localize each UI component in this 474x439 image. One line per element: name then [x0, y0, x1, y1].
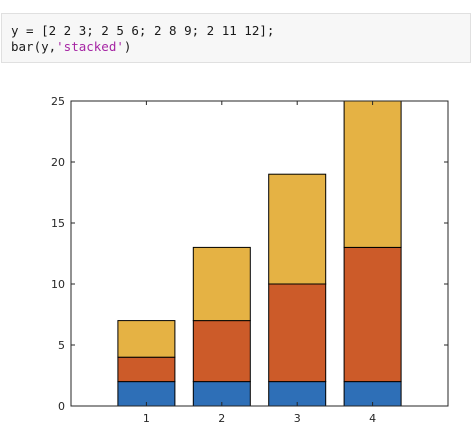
bar-4-segment-3: [343, 100, 402, 248]
figure: 0 5 10 15 20 25 1 2 3 4: [0, 72, 474, 435]
x-tick-label-3: 3: [294, 412, 301, 425]
bar-1-segment-3: [117, 320, 176, 358]
bar-2-segment-3: [192, 246, 251, 322]
bar-1-segment-2: [117, 356, 176, 383]
axes-box: [70, 100, 449, 407]
y-tick-label-5: 5: [58, 339, 65, 352]
bar-2-segment-2: [192, 320, 251, 383]
bar-3-segment-3: [268, 173, 327, 285]
code-line-2-close: ): [123, 39, 132, 54]
code-block: y = [2 2 3; 2 5 6; 2 8 9; 2 11 12]; bar(…: [1, 13, 471, 63]
code-line-2-string: 'stacked': [56, 39, 124, 54]
y-tick-label-0: 0: [58, 400, 65, 413]
code-line-2-call: bar(y,: [11, 39, 57, 54]
bar-3-segment-2: [268, 283, 327, 383]
y-tick-label-25: 25: [51, 95, 65, 108]
bar-3-segment-1: [268, 381, 327, 407]
bar-4-segment-2: [343, 246, 402, 383]
y-tick-label-15: 15: [51, 217, 65, 230]
x-tick-label-4: 4: [369, 412, 376, 425]
x-tick-label-1: 1: [143, 412, 150, 425]
code-line-1: y = [2 2 3; 2 5 6; 2 8 9; 2 11 12];: [11, 23, 275, 38]
code-line-2: bar(y,'stacked'): [11, 39, 131, 55]
x-tick-label-2: 2: [218, 412, 225, 425]
bar-1-segment-1: [117, 381, 176, 407]
y-tick-label-20: 20: [51, 156, 65, 169]
stacked-bar-chart: 0 5 10 15 20 25 1 2 3 4: [51, 95, 449, 425]
y-tick-label-10: 10: [51, 278, 65, 291]
